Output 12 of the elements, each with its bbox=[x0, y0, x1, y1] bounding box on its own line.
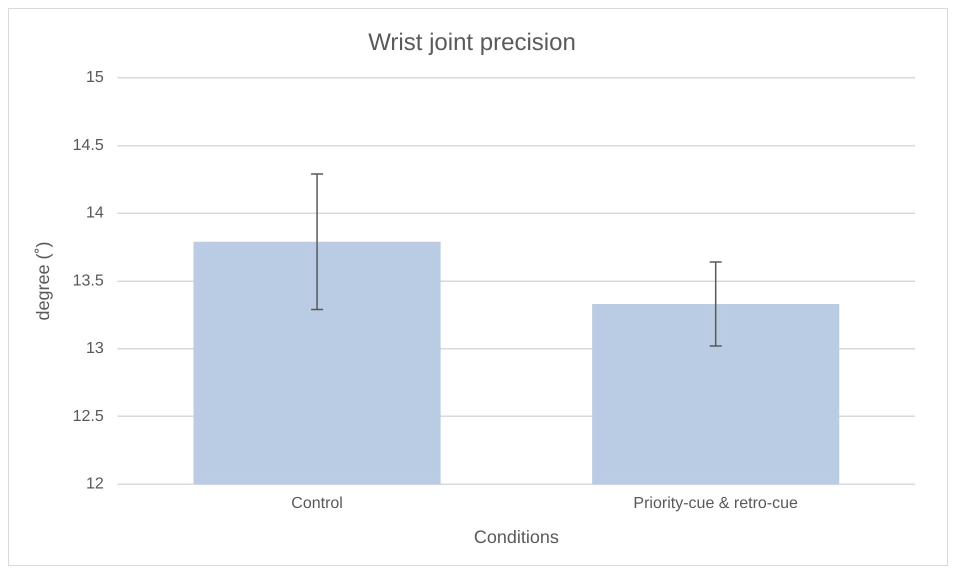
x-axis-title: Conditions bbox=[474, 527, 559, 548]
y-tick-label: 12 bbox=[86, 476, 104, 493]
chart-title: Wrist joint precision bbox=[368, 29, 576, 56]
y-tick-label: 12.5 bbox=[72, 408, 104, 425]
y-tick-label: 15 bbox=[86, 69, 104, 86]
y-tick-label: 13.5 bbox=[72, 272, 104, 290]
y-tick-label: 14 bbox=[86, 204, 104, 222]
y-tick-label: 13 bbox=[86, 340, 104, 358]
y-tick-label: 14.5 bbox=[72, 136, 104, 154]
y-axis-title: degree (˚) bbox=[32, 241, 53, 321]
x-tick-label: Priority-cue & retro-cue bbox=[633, 495, 798, 512]
x-tick-label: Control bbox=[291, 495, 343, 512]
